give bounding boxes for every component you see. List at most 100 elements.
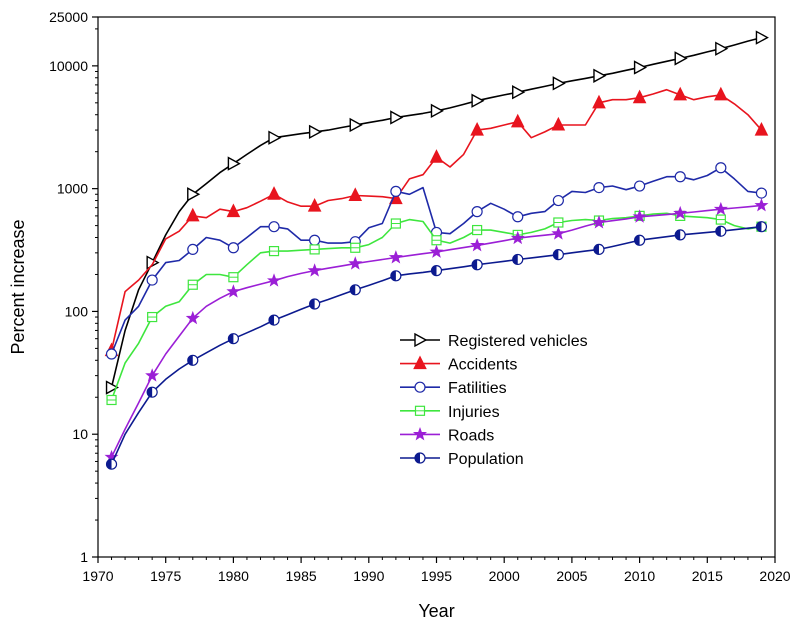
- y-tick-label: 25000: [49, 9, 88, 25]
- x-tick-label: 1970: [82, 568, 113, 584]
- data-point: [754, 121, 769, 136]
- data-point: [308, 124, 323, 140]
- x-tick-label: 2000: [489, 568, 520, 584]
- legend-marker: [414, 332, 428, 348]
- x-tick-label: 1985: [286, 568, 317, 584]
- data-point: [470, 238, 485, 252]
- data-point: [551, 226, 566, 240]
- legend-item: Injuries: [400, 404, 500, 421]
- x-tick-label: 2015: [692, 568, 723, 584]
- data-point-fill: [675, 229, 681, 240]
- data-point-fill: [187, 355, 193, 366]
- y-tick-label: 100: [65, 303, 89, 319]
- legend-label: Registered vehicles: [448, 333, 588, 350]
- data-point: [673, 86, 688, 101]
- y-axis-title: Percent increase: [8, 219, 28, 354]
- data-point: [552, 76, 566, 91]
- data-point-fill: [309, 298, 315, 309]
- data-point: [714, 86, 728, 101]
- legend: Registered vehicles Accidents Fatilities In…: [400, 332, 588, 468]
- data-point: [715, 162, 727, 174]
- data-point-fill: [390, 270, 396, 281]
- data-point: [307, 263, 322, 277]
- series-0: [105, 30, 769, 395]
- data-point-fill: [512, 254, 518, 265]
- data-point: [105, 348, 118, 360]
- data-point: [187, 187, 201, 202]
- data-point-fill: [472, 259, 478, 270]
- data-point: [551, 116, 566, 131]
- legend-label: Injuries: [448, 404, 500, 421]
- legend-item: Registered vehicles: [400, 332, 588, 350]
- data-point: [105, 380, 120, 395]
- data-point: [307, 198, 322, 212]
- x-tick-label: 1975: [150, 568, 181, 584]
- data-point: [348, 256, 363, 270]
- data-point: [592, 94, 606, 109]
- series-5: [105, 221, 768, 470]
- legend-label: Accidents: [448, 357, 517, 374]
- data-point: [227, 242, 239, 254]
- series-2: [105, 162, 768, 360]
- data-point: [512, 211, 524, 223]
- data-point-fill: [715, 226, 721, 237]
- data-point: [632, 89, 647, 104]
- series-line: [110, 225, 762, 465]
- data-point: [754, 198, 769, 212]
- data-point: [512, 85, 526, 100]
- legend-label: Population: [448, 451, 524, 468]
- data-point: [591, 215, 606, 229]
- x-axis-title: Year: [418, 601, 454, 621]
- data-point-fill: [553, 249, 559, 260]
- x-tick-label: 2010: [624, 568, 655, 584]
- data-point: [268, 130, 282, 145]
- data-point: [429, 244, 444, 258]
- legend-item: Accidents: [400, 355, 517, 374]
- data-point: [471, 206, 483, 218]
- data-point: [633, 60, 648, 75]
- data-point: [593, 68, 607, 83]
- data-point-fill: [593, 244, 599, 255]
- data-point: [309, 234, 321, 246]
- data-point: [348, 187, 363, 201]
- axes: 1970 1975 1980 1985 1990 1995 2000 2005 2010 2015…: [8, 9, 791, 621]
- data-point-fill: [106, 459, 112, 470]
- data-point: [632, 209, 647, 223]
- data-point: [429, 149, 444, 163]
- data-point: [673, 205, 688, 220]
- x-tick-label: 1995: [421, 568, 452, 584]
- data-point: [226, 284, 241, 298]
- data-point: [227, 156, 241, 171]
- y-tick-label: 1000: [57, 181, 88, 197]
- data-point: [470, 121, 484, 136]
- data-point: [755, 187, 768, 199]
- legend-marker: [413, 355, 427, 370]
- data-point-fill: [431, 265, 437, 276]
- legend-marker: [414, 381, 426, 393]
- data-point: [390, 110, 404, 125]
- data-point-fill: [634, 235, 640, 246]
- x-tick-label: 2020: [759, 568, 790, 584]
- x-tick-label: 2005: [556, 568, 587, 584]
- data-point-fill: [269, 315, 275, 326]
- data-point: [510, 230, 525, 245]
- legend-item: Population: [400, 451, 524, 468]
- data-point: [226, 203, 241, 218]
- data-point: [715, 41, 729, 56]
- series-4: [104, 198, 769, 464]
- data-point: [552, 194, 564, 207]
- y-axis-ticks: 1 10 100 1000 10000 25000: [49, 9, 98, 565]
- y-tick-label: 10000: [49, 58, 88, 74]
- data-point: [633, 180, 646, 192]
- data-point-fill: [228, 333, 234, 344]
- data-point: [185, 310, 200, 325]
- data-point: [390, 185, 402, 197]
- series-3: [106, 210, 767, 406]
- series-1: [104, 86, 769, 357]
- y-tick-label: 1: [80, 549, 88, 565]
- legend-label: Roads: [448, 427, 494, 444]
- data-point-fill: [756, 221, 762, 232]
- data-point: [510, 113, 525, 128]
